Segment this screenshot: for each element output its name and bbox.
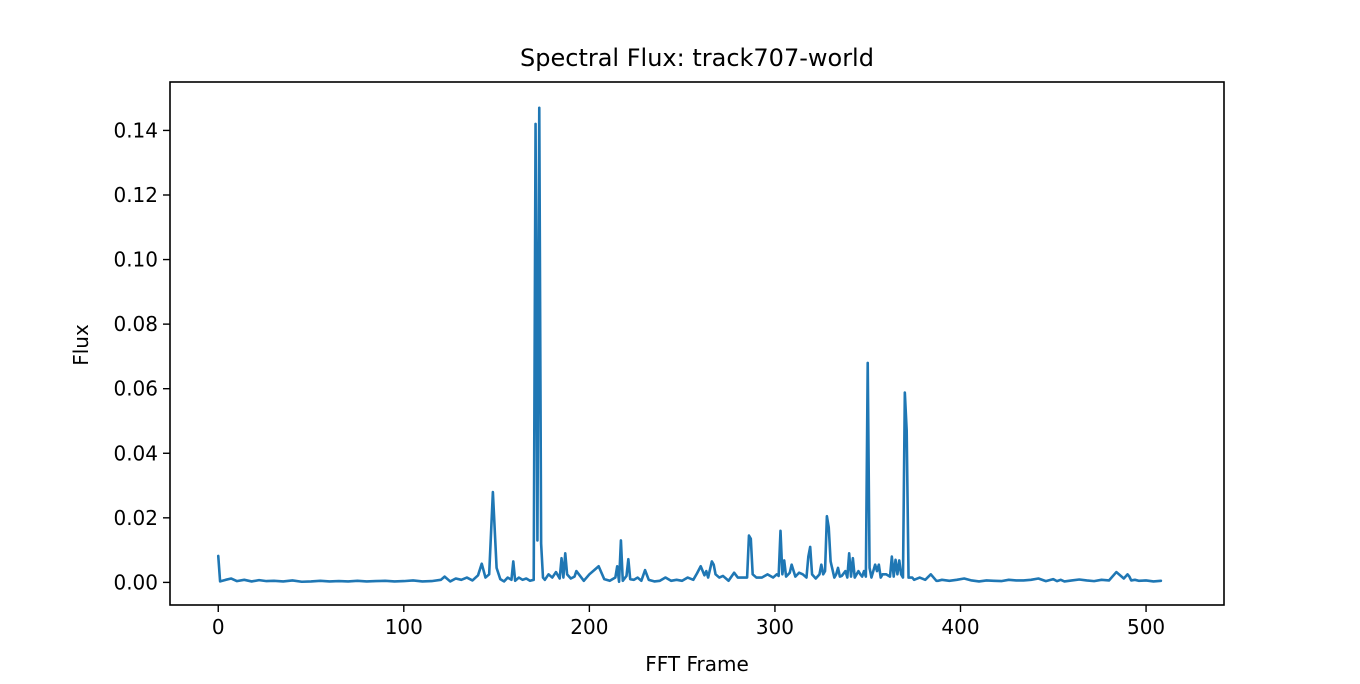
x-tick-label: 200 — [570, 615, 608, 639]
axes-frame — [169, 81, 1225, 606]
x-tick-label: 500 — [1127, 615, 1165, 639]
chart-title: Spectral Flux: track707-world — [520, 44, 874, 72]
x-tick-label: 300 — [756, 615, 794, 639]
y-tick-label: 0.00 — [113, 570, 158, 594]
y-tick-label: 0.06 — [113, 377, 158, 401]
y-axis-ticks: 0.00 0.02 0.04 0.06 0.08 0.10 0.12 0.14 — [113, 118, 170, 594]
y-tick-label: 0.14 — [113, 118, 158, 142]
x-tick-label: 400 — [941, 615, 979, 639]
plot-layer — [216, 106, 1163, 584]
y-axis-label: Flux — [69, 324, 93, 366]
x-tick-label: 0 — [212, 615, 225, 639]
y-tick-label: 0.12 — [113, 183, 158, 207]
y-tick-label: 0.04 — [113, 441, 158, 465]
x-tick-label: 100 — [385, 615, 423, 639]
y-tick-label: 0.08 — [113, 312, 158, 336]
x-axis-ticks: 0 100 200 300 400 500 — [212, 605, 1165, 639]
y-tick-label: 0.10 — [113, 248, 158, 272]
y-tick-label: 0.02 — [113, 506, 158, 530]
x-axis-label: FFT Frame — [645, 652, 749, 676]
series-line-flux — [216, 106, 1163, 584]
